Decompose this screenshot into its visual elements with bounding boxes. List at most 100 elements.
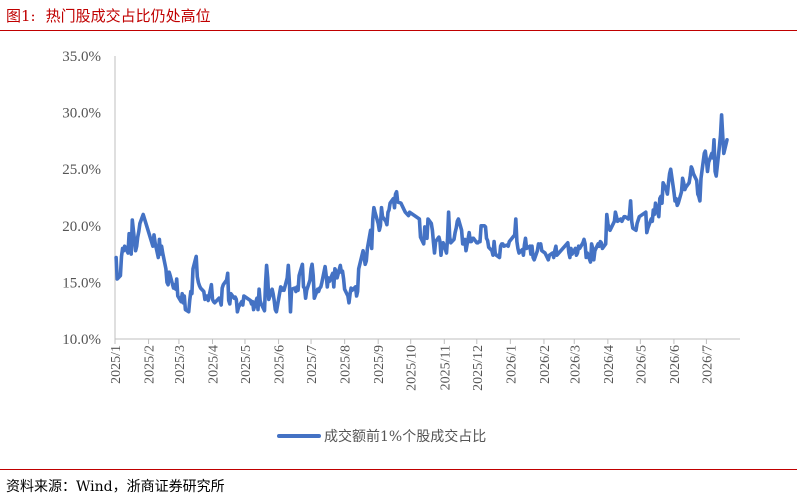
data-point <box>515 218 517 220</box>
data-point <box>645 211 647 213</box>
data-point <box>555 245 557 247</box>
data-point <box>448 211 450 213</box>
data-point <box>304 287 306 289</box>
data-point <box>210 284 212 286</box>
data-point <box>494 252 496 254</box>
data-point <box>539 245 541 247</box>
data-point <box>548 254 551 256</box>
data-point <box>397 201 399 203</box>
data-point <box>685 186 687 188</box>
data-point <box>506 244 508 246</box>
data-point <box>435 241 437 243</box>
data-point <box>669 173 671 175</box>
data-point <box>438 236 440 238</box>
data-point <box>470 241 472 243</box>
data-point <box>531 245 533 247</box>
data-point <box>344 288 346 290</box>
series-layer <box>114 113 729 314</box>
data-point <box>372 218 374 220</box>
data-point <box>233 297 235 299</box>
x-tick-label: 2026/3 <box>568 345 583 384</box>
data-point <box>320 286 322 288</box>
data-point <box>354 286 357 288</box>
x-tick-label: 2025/3 <box>173 345 188 384</box>
data-point <box>503 245 505 247</box>
data-point <box>306 289 308 291</box>
x-tick-label: 2026/6 <box>668 345 683 384</box>
data-point <box>257 309 259 311</box>
data-point <box>213 301 215 303</box>
data-point <box>267 277 269 279</box>
data-point <box>242 304 244 306</box>
data-point <box>128 233 130 235</box>
data-point <box>380 207 383 209</box>
data-point <box>723 152 725 154</box>
data-point <box>582 242 584 244</box>
data-point <box>379 225 381 227</box>
data-point <box>689 175 691 177</box>
data-point <box>295 290 297 293</box>
data-point <box>327 277 329 279</box>
data-point <box>696 179 698 182</box>
data-point <box>336 277 338 279</box>
data-point <box>721 114 723 116</box>
y-axis: 10.0% 15.0% 20.0% 25.0% 30.0% 35.0% <box>62 49 116 348</box>
data-point <box>310 268 312 270</box>
data-point <box>288 281 290 283</box>
x-axis: 2025/1 2025/2 2025/3 2025/4 2025/5 2025/6 2025… <box>109 338 740 391</box>
data-point <box>274 309 276 311</box>
y-tick-label: 30.0% <box>62 106 101 122</box>
data-point <box>319 287 321 289</box>
data-point <box>468 232 470 234</box>
data-point <box>613 220 616 222</box>
x-tick-label: 2025/7 <box>305 345 320 384</box>
data-point <box>440 254 442 256</box>
data-point <box>341 270 344 272</box>
data-point <box>706 170 709 173</box>
data-point <box>463 243 465 245</box>
data-point <box>256 297 258 299</box>
data-point <box>249 299 251 302</box>
data-point <box>394 193 397 195</box>
data-point <box>441 243 443 245</box>
data-point <box>500 245 502 247</box>
data-point <box>700 177 702 179</box>
data-point <box>273 299 275 302</box>
data-point <box>615 216 618 218</box>
data-point <box>660 195 662 197</box>
data-point <box>230 293 232 295</box>
data-point <box>526 247 528 249</box>
data-point <box>621 220 623 222</box>
data-point <box>677 202 679 204</box>
data-point <box>176 278 178 280</box>
data-point <box>172 287 175 289</box>
data-point <box>597 243 599 245</box>
data-point <box>226 279 228 281</box>
data-point <box>552 252 554 254</box>
data-point <box>294 287 296 289</box>
data-point <box>478 241 480 243</box>
data-point <box>181 293 183 295</box>
data-point <box>122 247 124 249</box>
data-point <box>205 297 207 299</box>
data-point <box>576 252 579 254</box>
data-point <box>469 241 471 243</box>
data-point <box>450 242 452 244</box>
data-point <box>402 207 404 209</box>
data-point <box>234 296 236 298</box>
data-point <box>272 293 274 295</box>
data-point <box>488 246 490 248</box>
data-point <box>455 227 457 229</box>
data-point <box>532 256 534 259</box>
data-point <box>404 211 406 213</box>
data-point <box>714 170 716 173</box>
data-point <box>439 241 441 243</box>
x-tick-label: 2026/7 <box>700 345 715 384</box>
data-point <box>184 309 186 311</box>
data-point <box>159 253 162 255</box>
data-point <box>586 252 588 254</box>
data-point <box>309 279 311 281</box>
data-point <box>168 271 170 273</box>
data-point <box>632 227 634 229</box>
source-note: 资料来源：Wind，浙商证券研究所 <box>6 479 225 495</box>
